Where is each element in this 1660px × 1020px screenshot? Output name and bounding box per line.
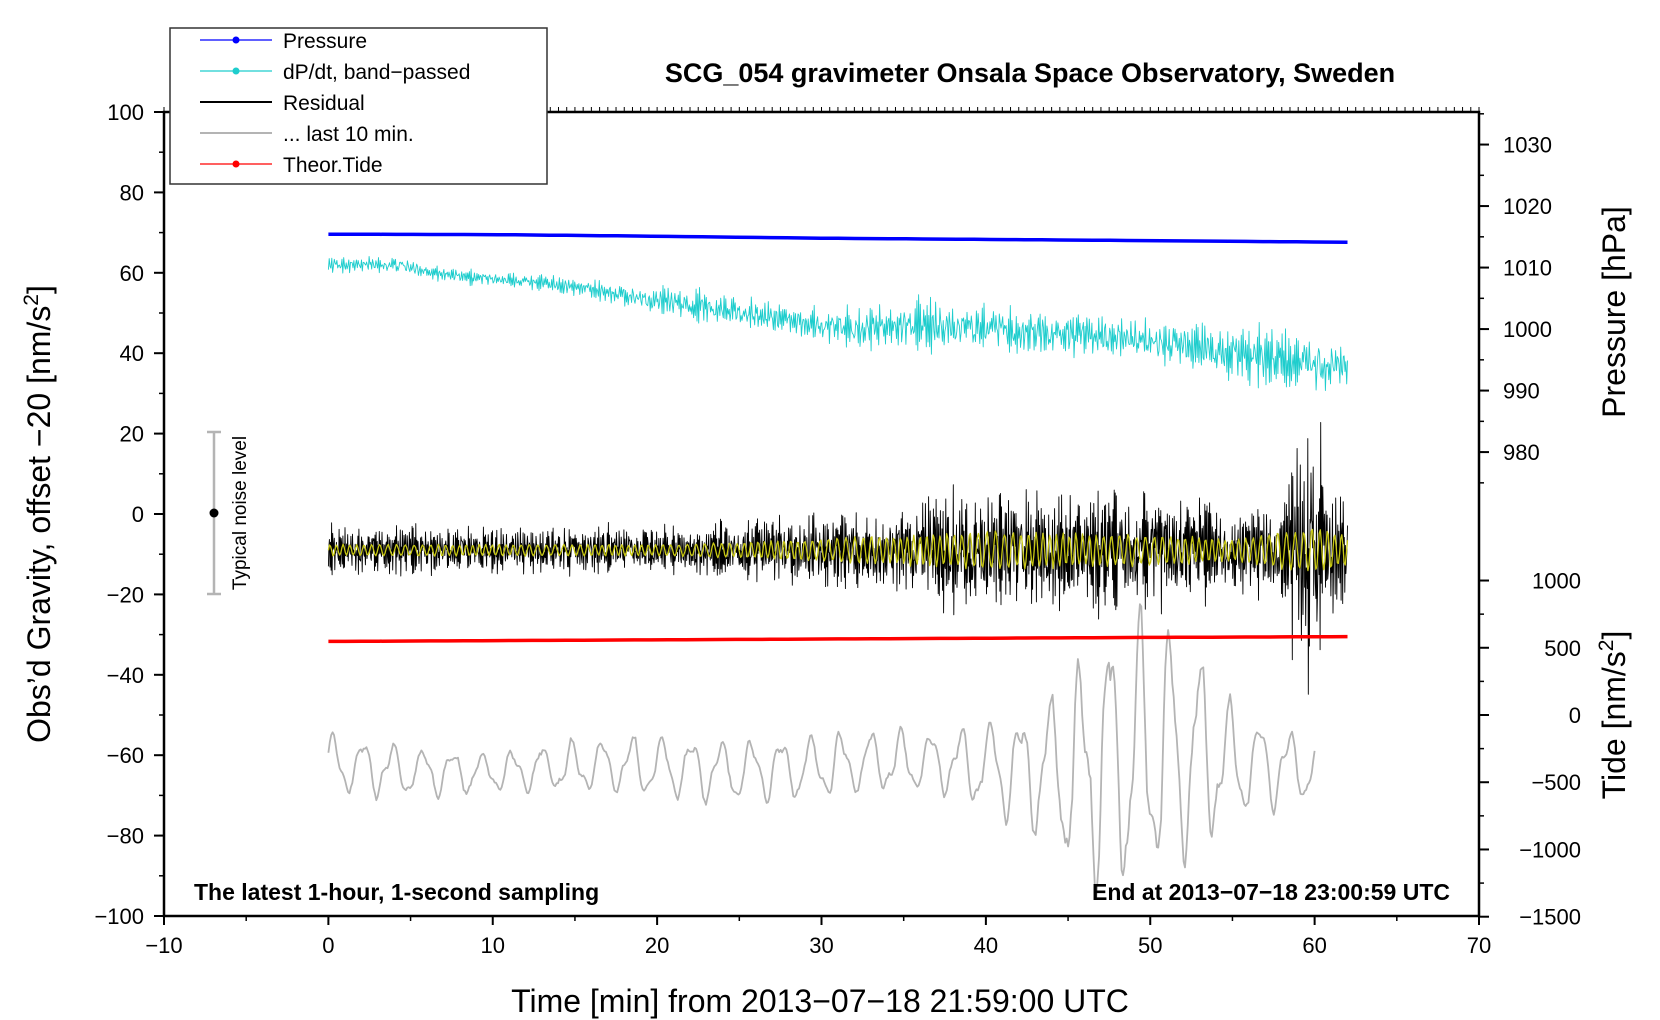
tide-tick-label: −1500 — [1519, 905, 1581, 930]
legend-label-dpdt: dP/dt, band−passed — [283, 61, 470, 84]
y-tick-label: −100 — [94, 904, 144, 929]
tide-axis-label-main: Tide [nm/s — [1596, 651, 1632, 799]
legend-box — [169, 27, 548, 185]
y-tick-label: 20 — [120, 422, 144, 447]
x-tick-label: 50 — [1138, 933, 1162, 958]
pressure-tick-label: 980 — [1503, 440, 1540, 465]
series-line-dp-dt-band-passed — [327, 256, 1348, 391]
tide-tick-label: −1000 — [1519, 837, 1581, 862]
noise-bar-dot — [209, 508, 219, 518]
y-tick-label: 80 — [120, 180, 144, 205]
y-axis-label-end: ] — [21, 285, 57, 294]
y-tick-label: 100 — [107, 100, 144, 125]
x-tick-label: 40 — [974, 933, 998, 958]
y-tick-label: −60 — [107, 743, 144, 768]
y-tick-label: −20 — [107, 582, 144, 607]
tide-axis-label-end: ] — [1596, 631, 1632, 640]
legend-marker-pressure — [232, 36, 240, 44]
legend-entry-residual: Residual — [200, 92, 365, 115]
plot-marks — [327, 232, 1349, 900]
tide-tick-label: 500 — [1544, 636, 1581, 661]
x-tick-label: 0 — [322, 933, 334, 958]
chart-title: SCG_054 gravimeter Onsala Space Observat… — [665, 58, 1395, 88]
pressure-tick-label: 1030 — [1503, 133, 1552, 158]
legend-label-tide: Theor.Tide — [283, 154, 383, 177]
y-tick-label: −40 — [107, 663, 144, 688]
tide-axis-label-sup: 2 — [1595, 640, 1618, 652]
series-line-residual — [327, 422, 1348, 695]
y-tick-label: −80 — [107, 824, 144, 849]
legend-marker-tide — [232, 160, 240, 168]
legend-label-residual: Residual — [283, 92, 365, 115]
annotation-left: The latest 1-hour, 1-second sampling — [194, 879, 599, 905]
legend-marker-dpdt — [232, 67, 240, 75]
pressure-tick-label: 1000 — [1503, 317, 1552, 342]
legend-label-pressure: Pressure — [283, 30, 367, 53]
tide-axis-label: Tide [nm/s2] — [1595, 631, 1632, 800]
x-axis-label: Time [min] from 2013−07−18 21:59:00 UTC — [511, 983, 1129, 1019]
y-tick-label: 40 — [120, 341, 144, 366]
legend-entry-dpdt: dP/dt, band−passed — [200, 61, 470, 84]
x-tick-label: −10 — [145, 933, 182, 958]
pressure-tick-label: 990 — [1503, 379, 1540, 404]
tide-tick-label: 0 — [1569, 703, 1581, 728]
legend: Pressure dP/dt, band−passed Residual ...… — [169, 27, 548, 185]
y-tick-label: 60 — [120, 261, 144, 286]
y-tick-label: 0 — [132, 502, 144, 527]
series-line-residual-smoothed — [327, 528, 1349, 572]
y-axis-label-main: Obs’d Gravity, offset −20 [nm/s — [21, 306, 57, 743]
tide-tick-label: 1000 — [1532, 569, 1581, 594]
x-tick-label: 30 — [809, 933, 833, 958]
y-axis-label: Obs’d Gravity, offset −20 [nm/s2] — [20, 285, 57, 743]
x-tick-label: 10 — [481, 933, 505, 958]
legend-entry-tide: Theor.Tide — [200, 154, 383, 177]
legend-entry-last10: ... last 10 min. — [200, 123, 414, 146]
x-tick-label: 60 — [1302, 933, 1326, 958]
pressure-tick-label: 1020 — [1503, 194, 1552, 219]
series-line-last-10-min — [327, 603, 1316, 900]
x-tick-label: 70 — [1467, 933, 1491, 958]
y-axis-label-sup: 2 — [20, 294, 43, 306]
noise-bar-label: Typical noise level — [230, 436, 251, 590]
legend-entry-pressure: Pressure — [200, 30, 367, 53]
series-line-pressure — [328, 232, 1348, 244]
series-line-theor-tide — [328, 634, 1348, 644]
pressure-tick-label: 1010 — [1503, 256, 1552, 281]
annotation-right: End at 2013−07−18 23:00:59 UTC — [1092, 879, 1450, 905]
legend-label-last10: ... last 10 min. — [283, 123, 414, 146]
axis-ticks: −10 0 10 20 30 40 50 60 70−100−80−60−40−20020406… — [94, 100, 1581, 958]
tide-tick-label: −500 — [1531, 770, 1581, 795]
x-tick-label: 20 — [645, 933, 669, 958]
noise-bar: Typical noise level — [207, 430, 251, 596]
pressure-axis-label: Pressure [hPa] — [1596, 206, 1632, 418]
